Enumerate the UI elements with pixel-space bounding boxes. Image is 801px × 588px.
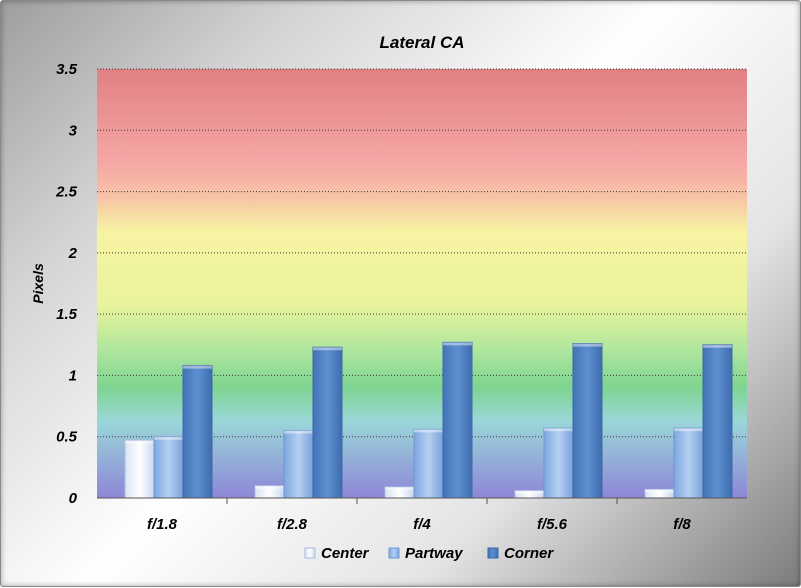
- bar-partway-3: [543, 427, 574, 499]
- bar-highlight: [183, 365, 212, 369]
- legend-label-corner: Corner: [504, 545, 554, 562]
- x-category-label: f/1.8: [147, 516, 178, 533]
- y-tick-label: 0: [69, 490, 78, 507]
- bar-highlight: [443, 342, 472, 346]
- bar-corner-0: [182, 365, 213, 499]
- bar-highlight: [703, 344, 732, 348]
- bar-highlight: [385, 486, 414, 490]
- y-tick-label: 1: [69, 367, 77, 384]
- y-axis-ticks: 0 0.5 1 1.5 2 2.5 3 3.5: [55, 61, 78, 507]
- bar-highlight: [313, 347, 342, 351]
- bar-corner-4: [702, 344, 733, 499]
- x-category-label: f/5.6: [537, 516, 568, 533]
- bar-highlight: [544, 428, 573, 432]
- bar-highlight: [573, 343, 602, 347]
- bars: [124, 341, 733, 499]
- bar-highlight: [645, 489, 674, 493]
- bar-corner-3: [572, 343, 603, 499]
- y-tick-label: 1.5: [56, 306, 78, 323]
- bar-highlight: [154, 436, 183, 440]
- y-tick-label: 3.5: [56, 61, 78, 78]
- legend: Center Partway Corner: [304, 545, 554, 562]
- y-axis-label: Pixels: [30, 263, 46, 304]
- bar-partway-1: [283, 430, 314, 499]
- legend-swatch-partway: [388, 547, 400, 559]
- legend-swatch-center: [304, 547, 316, 559]
- legend-swatch-corner: [487, 547, 499, 559]
- bar-center-0: [124, 439, 155, 499]
- bar-partway-0: [153, 436, 184, 499]
- legend-label-partway: Partway: [405, 545, 463, 562]
- y-tick-label: 2: [68, 245, 78, 262]
- bar-highlight: [284, 430, 313, 434]
- x-axis-categories: f/1.8 f/2.8 f/4 f/5.6 f/8: [147, 516, 691, 533]
- x-category-label: f/2.8: [277, 516, 308, 533]
- x-axis: [97, 497, 747, 504]
- bar-highlight: [255, 485, 284, 489]
- chart-title: Lateral CA: [379, 33, 464, 52]
- y-tick-label: 3: [69, 122, 78, 139]
- bar-partway-4: [673, 427, 704, 499]
- bar-highlight: [414, 429, 443, 433]
- bar-partway-2: [413, 428, 444, 499]
- y-tick-label: 0.5: [56, 429, 78, 446]
- bar-highlight: [515, 490, 544, 494]
- legend-label-center: Center: [321, 545, 370, 562]
- x-category-label: f/4: [413, 516, 431, 533]
- x-category-label: f/8: [673, 516, 691, 533]
- bar-corner-1: [312, 346, 343, 499]
- y-tick-label: 2.5: [55, 184, 78, 201]
- bar-highlight: [674, 428, 703, 432]
- bar-highlight: [125, 440, 154, 444]
- bar-corner-2: [442, 341, 473, 499]
